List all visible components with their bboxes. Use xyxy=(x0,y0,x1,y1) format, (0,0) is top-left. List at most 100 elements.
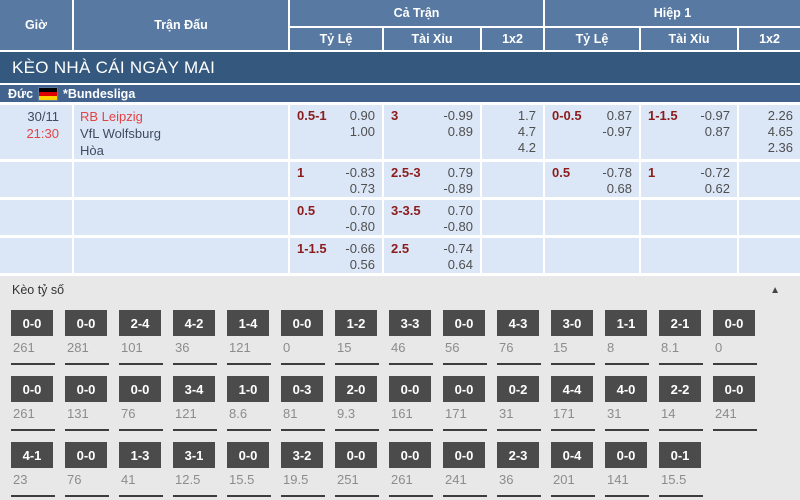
score-box: 0-0 xyxy=(65,310,107,336)
score-cell[interactable]: 0-1 15.5 xyxy=(659,436,705,500)
score-cell[interactable]: 4-0 31 xyxy=(605,370,651,436)
score-box: 2-3 xyxy=(497,442,539,468)
score-grid: 0-0 261 0-0 281 2-4 101 4-2 36 1-4 121 0-0 0 1-2 15 3-… xyxy=(0,301,800,500)
score-box: 4-1 xyxy=(11,442,53,468)
score-box: 4-0 xyxy=(605,376,647,402)
away-team[interactable]: VfL Wolfsburg xyxy=(80,126,161,141)
score-cell[interactable]: 3-3 46 xyxy=(389,304,435,370)
ft-over-under-cell[interactable]: 3-3.5 0.70 -0.80 xyxy=(384,200,480,235)
h1-over-under-cell[interactable]: 1 -0.72 0.62 xyxy=(641,162,737,197)
score-cell[interactable]: 0-0 76 xyxy=(119,370,165,436)
divider xyxy=(173,429,217,431)
score-odds-value: 14 xyxy=(661,406,676,421)
score-cell[interactable]: 0-0 241 xyxy=(443,436,489,500)
score-cell[interactable]: 0-0 281 xyxy=(65,304,111,370)
odds-value: 0.87 xyxy=(606,108,632,123)
score-cell[interactable]: 0-0 141 xyxy=(605,436,651,500)
score-cell[interactable]: 1-0 8.6 xyxy=(227,370,273,436)
ft-over-under-cell[interactable]: 2.5 -0.74 0.64 xyxy=(384,238,480,273)
divider xyxy=(713,429,757,431)
score-cell[interactable]: 2-1 8.1 xyxy=(659,304,705,370)
score-cell[interactable]: 0-0 56 xyxy=(443,304,489,370)
ft-handicap-cell[interactable]: 0.5-1 0.90 1.00 xyxy=(290,105,382,159)
score-cell[interactable]: 0-0 76 xyxy=(65,436,111,500)
score-box: 0-3 xyxy=(281,376,323,402)
score-odds-value: 101 xyxy=(121,340,143,355)
score-cell[interactable]: 1-1 8 xyxy=(605,304,651,370)
score-cell[interactable]: 1-4 121 xyxy=(227,304,273,370)
score-cell[interactable]: 4-4 171 xyxy=(551,370,597,436)
score-cell[interactable]: 3-0 15 xyxy=(551,304,597,370)
odds-table-header: Giờ Trận Đấu Cả Trận Hiệp 1 Tỷ Lệ Tài Xỉ… xyxy=(0,0,800,50)
score-box: 0-2 xyxy=(497,376,539,402)
score-cell[interactable]: 3-4 121 xyxy=(173,370,219,436)
score-cell[interactable]: 0-0 0 xyxy=(713,304,759,370)
total-line: 3-3.5 xyxy=(391,203,421,218)
ft-over-under-cell[interactable]: 3 -0.99 0.89 xyxy=(384,105,480,159)
score-box: 3-3 xyxy=(389,310,431,336)
home-team[interactable]: RB Leipzig xyxy=(80,109,143,124)
score-box: 0-1 xyxy=(659,442,701,468)
score-box: 4-4 xyxy=(551,376,593,402)
handicap-line: 0.5 xyxy=(297,203,316,218)
score-cell[interactable]: 4-1 23 xyxy=(11,436,57,500)
score-cell[interactable]: 2-3 36 xyxy=(497,436,543,500)
score-cell[interactable]: 4-2 36 xyxy=(173,304,219,370)
h1-handicap-cell[interactable]: 0-0.5 0.87 -0.97 xyxy=(545,105,639,159)
score-cell[interactable]: 0-0 161 xyxy=(389,370,435,436)
divider xyxy=(281,363,325,365)
score-odds-value: 36 xyxy=(175,340,190,355)
league-row[interactable]: Đức *Bundesliga xyxy=(0,85,800,102)
score-cell[interactable]: 3-1 12.5 xyxy=(173,436,219,500)
ft-handicap-cell[interactable]: 1 -0.83 0.73 xyxy=(290,162,382,197)
score-cell[interactable]: 0-3 81 xyxy=(281,370,327,436)
score-cell[interactable]: 2-4 101 xyxy=(119,304,165,370)
score-cell[interactable]: 0-0 261 xyxy=(389,436,435,500)
score-box: 4-3 xyxy=(497,310,539,336)
score-cell[interactable]: 0-2 31 xyxy=(497,370,543,436)
h1-over-under-cell[interactable]: 1-1.5 -0.97 0.87 xyxy=(641,105,737,159)
score-cell[interactable]: 0-0 131 xyxy=(65,370,111,436)
correct-score-header[interactable]: Kèo tỷ số ▲ xyxy=(0,279,800,301)
divider xyxy=(173,495,217,497)
odds-value: 0.89 xyxy=(447,124,473,139)
odds-value: -0.99 xyxy=(443,108,473,123)
score-cell[interactable]: 0-0 241 xyxy=(713,370,759,436)
score-cell[interactable]: 0-0 0 xyxy=(281,304,327,370)
divider xyxy=(443,363,487,365)
odds-row: 1 -0.83 0.73 2.5-3 0.79 -0.89 0.5 -0.78 … xyxy=(0,162,800,197)
ft-handicap-cell[interactable]: 1-1.5 -0.66 0.56 xyxy=(290,238,382,273)
score-odds-value: 23 xyxy=(13,472,28,487)
divider xyxy=(605,363,649,365)
score-cell[interactable]: 0-0 261 xyxy=(11,370,57,436)
ft-handicap-cell[interactable]: 0.5 0.70 -0.80 xyxy=(290,200,382,235)
draw-label[interactable]: Hòa xyxy=(80,143,104,158)
score-cell[interactable]: 2-0 9.3 xyxy=(335,370,381,436)
score-cell[interactable]: 0-0 261 xyxy=(11,304,57,370)
ft-1x2-cell[interactable]: 1.7 4.7 4.2 xyxy=(482,105,543,159)
score-cell[interactable]: 4-3 76 xyxy=(497,304,543,370)
score-box: 0-0 xyxy=(119,376,161,402)
match-date: 30/11 xyxy=(27,109,59,124)
score-cell[interactable]: 0-0 251 xyxy=(335,436,381,500)
score-cell[interactable]: 0-0 171 xyxy=(443,370,489,436)
score-cell[interactable]: 1-2 15 xyxy=(335,304,381,370)
odds-value: 1.00 xyxy=(349,124,375,139)
score-box: 0-4 xyxy=(551,442,593,468)
collapse-triangle-icon[interactable]: ▲ xyxy=(770,284,780,296)
match-teams-cell[interactable]: RB Leipzig VfL Wolfsburg Hòa xyxy=(74,105,288,159)
score-cell[interactable]: 2-2 14 xyxy=(659,370,705,436)
score-cell[interactable]: 0-4 201 xyxy=(551,436,597,500)
match-teams-cell xyxy=(74,200,288,235)
header-first-half: Hiệp 1 xyxy=(545,0,800,26)
h1-1x2-cell xyxy=(739,238,800,273)
match-time-cell: 30/11 21:30 xyxy=(0,105,72,159)
h1-1x2-cell[interactable]: 2.26 4.65 2.36 xyxy=(739,105,800,159)
score-cell[interactable]: 3-2 19.5 xyxy=(281,436,327,500)
ft-over-under-cell[interactable]: 2.5-3 0.79 -0.89 xyxy=(384,162,480,197)
odds-value: 0.79 xyxy=(447,165,473,180)
score-cell[interactable]: 0-0 15.5 xyxy=(227,436,273,500)
score-cell[interactable]: 1-3 41 xyxy=(119,436,165,500)
h1-handicap-cell[interactable]: 0.5 -0.78 0.68 xyxy=(545,162,639,197)
